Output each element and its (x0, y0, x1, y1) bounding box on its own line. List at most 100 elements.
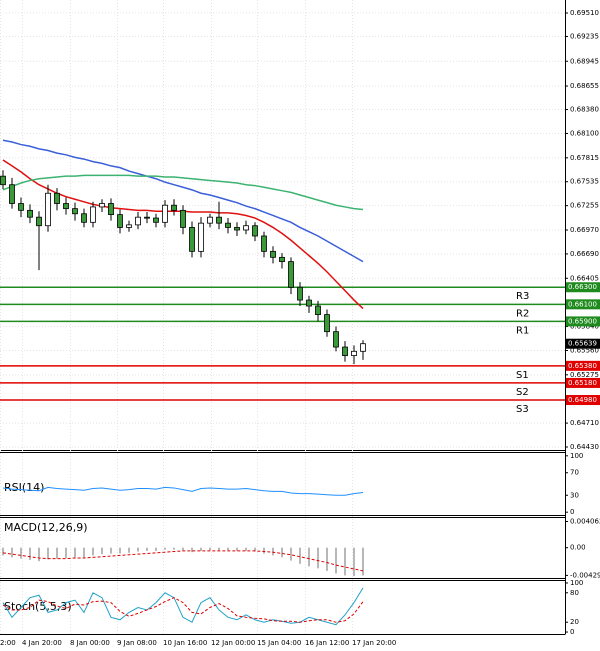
y-tick-label: 0.64430 (570, 443, 599, 451)
histogram-bar (146, 547, 148, 551)
y-tick-label: 0.66970 (570, 226, 599, 234)
histogram-bar (20, 547, 22, 559)
price-box-label: 0.65900 (568, 317, 597, 325)
y-tick-label: 100 (570, 452, 583, 460)
histogram-bar (173, 547, 175, 550)
candle-body (81, 213, 87, 223)
level-name: S3 (516, 404, 529, 415)
y-tick-label: 0.68380 (570, 106, 599, 114)
level-name: S1 (516, 370, 529, 381)
price-box (566, 299, 600, 310)
y-tick-label: 80 (570, 589, 579, 597)
histogram-bar (83, 547, 85, 558)
candle-body (297, 286, 303, 301)
candle-body (171, 204, 177, 211)
y-tick-label: 0.66405 (570, 274, 599, 282)
y-tick-label: 0.68945 (570, 57, 599, 65)
x-tick-label: 9 Jan 08:00 (117, 639, 157, 647)
histogram-bar (200, 547, 202, 551)
histogram-bar (317, 547, 319, 569)
histogram-bar (353, 547, 355, 577)
histogram-bar (56, 547, 58, 559)
candle-body (117, 214, 123, 228)
indicator-line (2, 587, 364, 626)
candle-body (162, 204, 168, 223)
candle-body (288, 261, 294, 288)
last-price-box (566, 338, 600, 349)
price-box (566, 377, 600, 388)
histogram-bar (191, 547, 193, 553)
histogram-bar (92, 547, 94, 556)
candle-body (189, 227, 195, 252)
candle-body (90, 206, 96, 223)
candle-body (126, 224, 132, 228)
candle-body (180, 209, 186, 228)
histogram-bar (344, 547, 346, 576)
level-name: S2 (516, 387, 529, 398)
candle-body (18, 203, 24, 211)
candle-body (306, 299, 312, 307)
histogram-bar (65, 547, 67, 558)
x-tick-label: 12 Jan 00:00 (211, 639, 255, 647)
y-tick-label: 0.004062 (570, 517, 600, 525)
histogram-bar (11, 547, 13, 558)
candle-body (234, 227, 240, 231)
histogram-bar (218, 547, 220, 551)
histogram-bar (236, 547, 238, 551)
indicator-line (2, 139, 364, 263)
indicator-line (2, 550, 364, 572)
candle-body (135, 216, 141, 226)
indicator-line (2, 174, 364, 211)
y-tick-label: 70 (570, 469, 579, 477)
price-box (566, 282, 600, 293)
histogram-bar (137, 547, 139, 552)
histogram-bar (272, 547, 274, 556)
y-tick-label: 0.65275 (570, 371, 599, 379)
candle-body (72, 208, 78, 215)
histogram-bar (128, 547, 130, 553)
x-tick-label: 4 Jan 20:00 (22, 639, 62, 647)
candle-body (243, 225, 249, 231)
histogram-bar (281, 547, 283, 558)
y-tick-label: 0.00 (570, 544, 586, 552)
candle-body (198, 222, 204, 252)
y-tick-label: 20 (570, 618, 579, 626)
histogram-bar (164, 547, 166, 550)
price-box-label: 0.65180 (568, 379, 597, 387)
level-name: R3 (516, 291, 529, 302)
candle-body (324, 314, 330, 333)
candle-body (153, 217, 159, 223)
price-box-label: 0.64980 (568, 396, 597, 404)
histogram-bar (263, 547, 265, 554)
histogram-bar (245, 547, 247, 551)
candle-body (207, 216, 213, 224)
candle-body (360, 343, 366, 352)
y-tick-label: 0.65840 (570, 323, 599, 331)
y-tick-label: 30 (570, 491, 579, 499)
indicator-line (2, 486, 364, 496)
candle-body (333, 331, 339, 348)
last-price-label: 0.65639 (568, 340, 597, 348)
price-box (566, 395, 600, 406)
candle-body (45, 192, 51, 227)
candle-body (9, 184, 15, 204)
y-tick-label: 0.69510 (570, 9, 599, 17)
y-tick-label: 0.68655 (570, 82, 599, 90)
histogram-bar (101, 547, 103, 555)
x-tick-label: 15 Jan 04:00 (257, 639, 301, 647)
level-name: R2 (516, 308, 529, 319)
y-tick-label: 100 (570, 579, 583, 587)
histogram-bar (335, 547, 337, 574)
panel-title: Stoch(5,5,3) (4, 600, 72, 613)
y-tick-label: 0 (570, 508, 574, 516)
y-tick-label: 0.65560 (570, 346, 599, 354)
price-box-label: 0.66100 (568, 300, 597, 308)
y-tick-label: 0.68100 (570, 129, 599, 137)
y-tick-label: 0.67535 (570, 178, 599, 186)
price-box-label: 0.66300 (568, 283, 597, 291)
histogram-bar (299, 547, 301, 564)
y-tick-label: 0.69235 (570, 32, 599, 40)
frame (0, 0, 566, 635)
